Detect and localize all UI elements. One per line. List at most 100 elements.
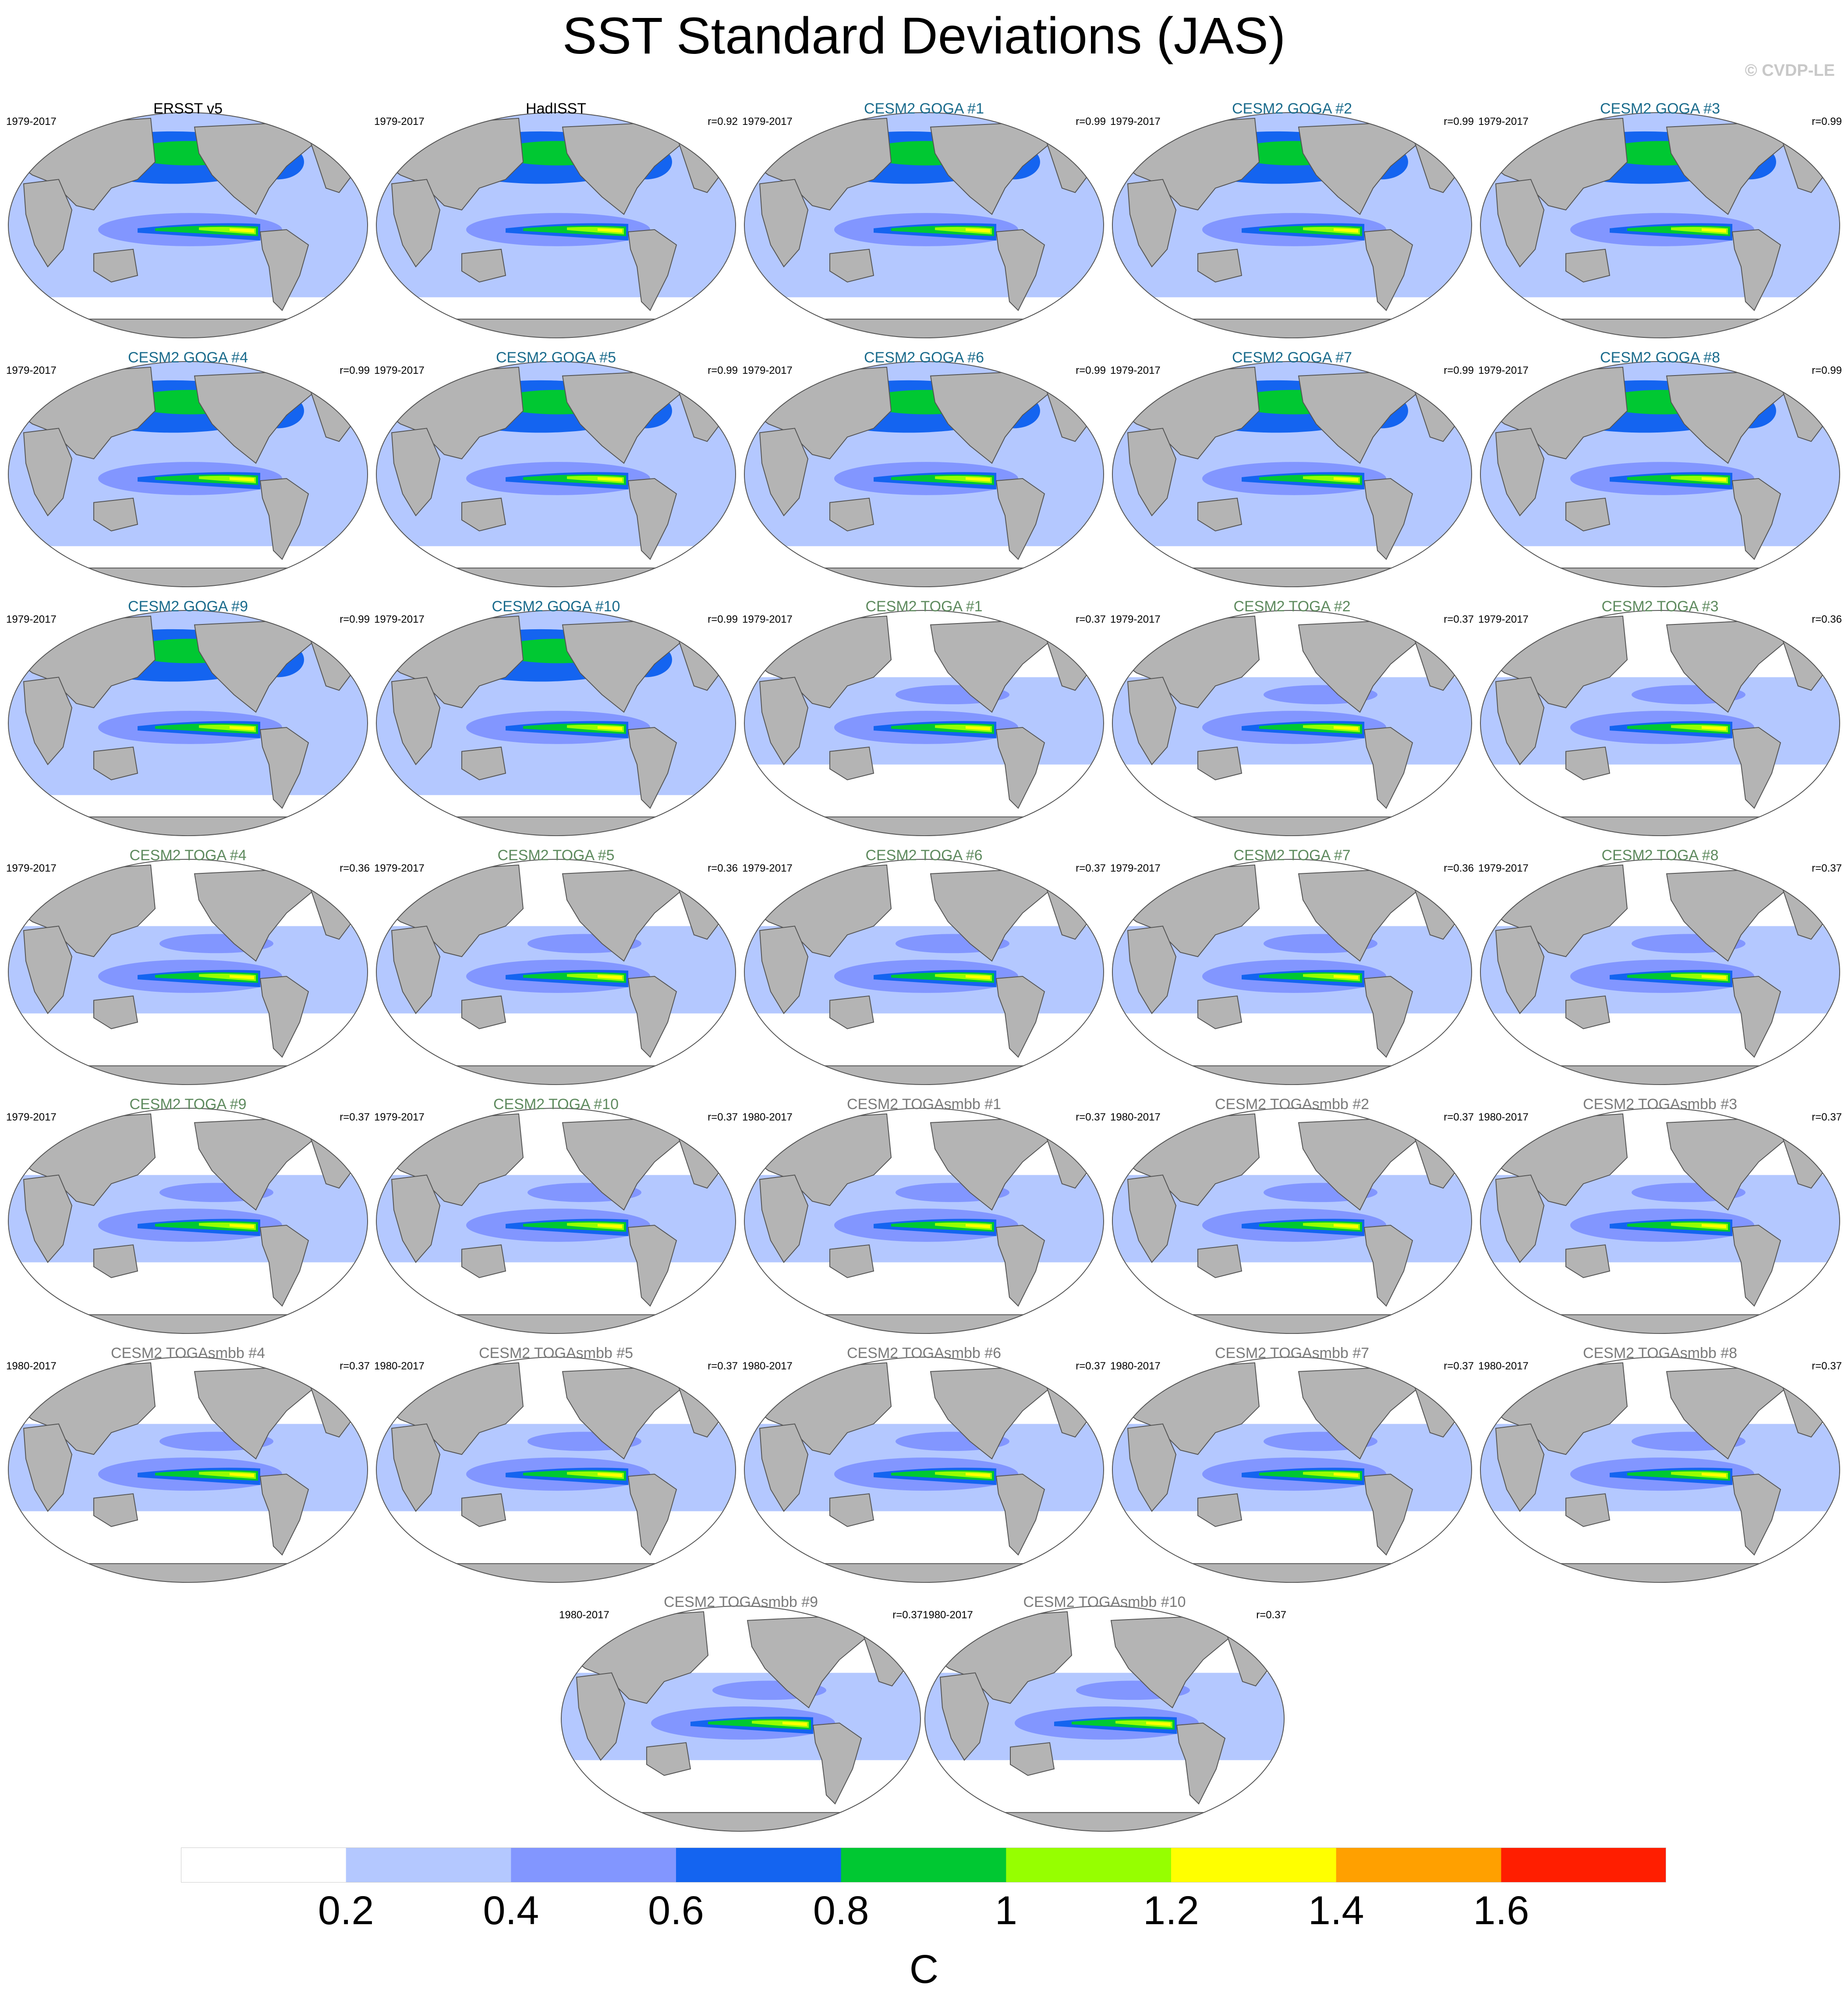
- south-america-land: [259, 478, 309, 560]
- enso-max: [230, 726, 254, 730]
- south-america-land: [627, 229, 677, 311]
- australia-land: [829, 1493, 874, 1527]
- south-america-land: [995, 229, 1045, 311]
- south-america-land: [259, 1224, 309, 1307]
- map-panel: CESM2 TOGA #2 1979-2017 r=0.37: [1110, 598, 1474, 843]
- australia-land: [829, 248, 874, 283]
- south-america-land: [627, 975, 677, 1058]
- panel-title: CESM2 TOGA #6: [865, 847, 983, 864]
- panel-years: 1979-2017: [1478, 365, 1529, 376]
- panel-correlation: r=0.99: [1444, 116, 1474, 128]
- world-map: [1112, 1107, 1472, 1334]
- antarctica-land: [425, 1314, 682, 1334]
- south-america-land: [1731, 1473, 1781, 1556]
- map-border: [8, 361, 368, 588]
- enso-max: [230, 477, 254, 482]
- africa-land: [1495, 179, 1545, 268]
- enso-max: [1334, 228, 1358, 233]
- antarctica-land: [1161, 319, 1418, 338]
- world-map: [376, 1107, 736, 1334]
- map-panel: HadISST 1979-2017 r=0.92: [374, 100, 738, 345]
- colorbar-segment: [841, 1847, 1006, 1883]
- australia-land: [829, 995, 874, 1029]
- colorbar-tick-label: 1.6: [1473, 1888, 1529, 1933]
- map-panel: CESM2 TOGA #8 1979-2017 r=0.37: [1478, 847, 1842, 1092]
- antarctica-land: [1161, 567, 1418, 587]
- world-map: [744, 858, 1104, 1085]
- world-map: [1112, 361, 1472, 588]
- panel-years: 1979-2017: [742, 116, 793, 128]
- map-panel: CESM2 TOGAsmbb #6 1980-2017 r=0.37: [742, 1344, 1106, 1590]
- panel-title: ERSST v5: [153, 100, 223, 117]
- panel-years: 1979-2017: [6, 1111, 57, 1123]
- panel-years: 1979-2017: [6, 613, 57, 625]
- panel-years: 1979-2017: [374, 365, 425, 376]
- world-map: [744, 610, 1104, 837]
- map-panel: CESM2 GOGA #2 1979-2017 r=0.99: [1110, 100, 1474, 345]
- map-content: [376, 112, 736, 338]
- panel-correlation: r=0.37: [1812, 1360, 1842, 1372]
- panel-years: 1979-2017: [742, 613, 793, 625]
- south-america-land: [627, 727, 677, 809]
- map-border: [1112, 1107, 1472, 1334]
- africa-land: [1127, 179, 1177, 268]
- panel-correlation: r=0.99: [1444, 365, 1474, 376]
- africa-land: [391, 179, 441, 268]
- australia-land: [461, 248, 506, 283]
- world-map: [8, 1107, 368, 1334]
- south-america-land: [1731, 1224, 1781, 1307]
- enso-max: [230, 975, 254, 979]
- south-america-land: [995, 727, 1045, 809]
- panel-years: 1980-2017: [923, 1609, 973, 1621]
- map-panel: ERSST v5 1979-2017: [6, 100, 370, 345]
- map-border: [1480, 858, 1840, 1085]
- africa-land: [759, 179, 809, 268]
- south-america-land: [1731, 478, 1781, 560]
- australia-land: [1197, 248, 1243, 283]
- map-content: [8, 1357, 368, 1583]
- map-content: [8, 1108, 368, 1334]
- colorbar-tick-label: 0.6: [648, 1888, 704, 1933]
- south-america-land: [259, 229, 309, 311]
- panel-years: 1979-2017: [6, 116, 57, 128]
- panel-title: CESM2 TOGA #8: [1601, 847, 1719, 864]
- panel-correlation: r=0.99: [708, 613, 738, 625]
- enso-max: [966, 228, 990, 233]
- enso-max: [966, 477, 990, 482]
- world-map: [376, 112, 736, 339]
- panel-title: CESM2 GOGA #1: [864, 100, 984, 117]
- panel-correlation: r=0.36: [1444, 862, 1474, 874]
- panel-years: 1979-2017: [6, 365, 57, 376]
- map-content: [1480, 610, 1840, 836]
- panel-years: 1980-2017: [1478, 1360, 1529, 1372]
- panel-correlation: r=0.37: [1076, 862, 1106, 874]
- map-border: [8, 610, 368, 837]
- panel-correlation: r=0.37: [708, 1111, 738, 1123]
- map-panel: CESM2 GOGA #5 1979-2017 r=0.99: [374, 349, 738, 594]
- world-map: [1112, 1356, 1472, 1583]
- map-panel: CESM2 TOGAsmbb #9 1980-2017 r=0.37: [559, 1593, 923, 1839]
- africa-land: [576, 1672, 626, 1761]
- antarctica-land: [57, 1563, 314, 1583]
- south-america-land: [1731, 727, 1781, 809]
- enso-max: [966, 975, 990, 979]
- australia-land: [93, 1244, 138, 1278]
- panel-correlation: r=0.99: [1812, 365, 1842, 376]
- world-map: [744, 112, 1104, 339]
- south-america-land: [259, 975, 309, 1058]
- enso-max: [1702, 1223, 1726, 1228]
- panel-correlation: r=0.37: [1444, 1111, 1474, 1123]
- australia-land: [1565, 497, 1611, 532]
- australia-land: [93, 746, 138, 780]
- world-map: [8, 112, 368, 339]
- africa-land: [1127, 428, 1177, 517]
- south-america-land: [627, 1224, 677, 1307]
- map-border: [1480, 610, 1840, 837]
- panel-years: 1979-2017: [374, 862, 425, 874]
- enso-max: [1702, 228, 1726, 233]
- antarctica-land: [793, 816, 1050, 836]
- africa-land: [1127, 1174, 1177, 1263]
- south-america-land: [259, 1473, 309, 1556]
- world-map: [1480, 112, 1840, 339]
